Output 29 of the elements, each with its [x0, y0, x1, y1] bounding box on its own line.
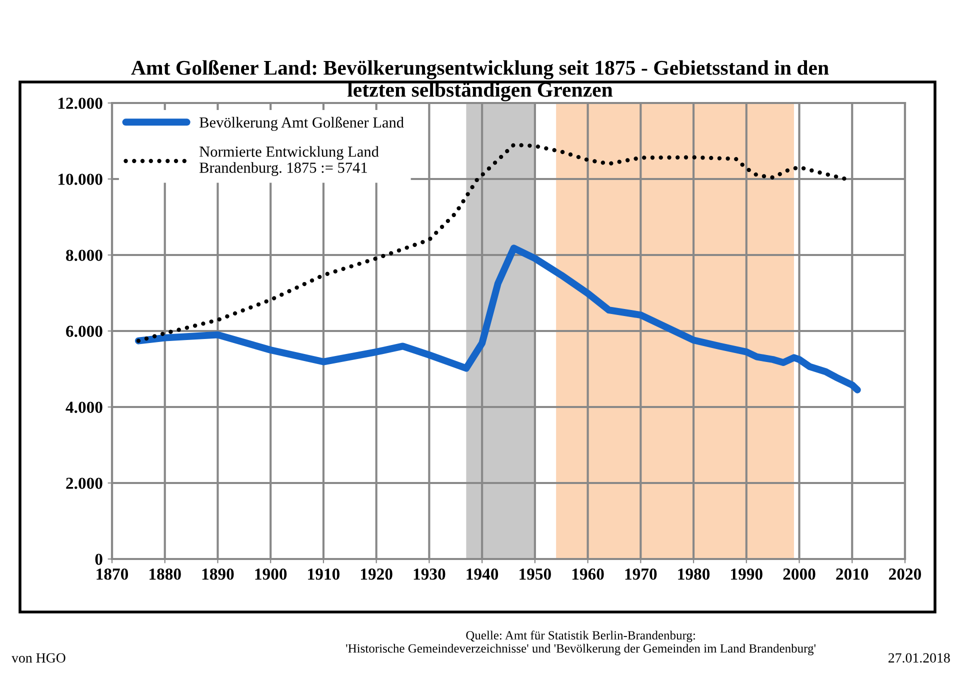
x-tick-label: 2010 [836, 568, 868, 580]
text: von HGO [12, 653, 66, 663]
x-tick-label: 1980 [678, 568, 710, 580]
legend-label: Bevölkerung Amt Golßener Land [200, 116, 404, 131]
x-tick-label: 1990 [731, 568, 762, 580]
x-tick-label: 1950 [520, 568, 551, 580]
x-tick-label: 1890 [202, 568, 234, 580]
x-tick-label: 1930 [414, 568, 446, 580]
y-tick-label: 6.000 [66, 326, 102, 338]
text: 27.01.2018 [888, 653, 950, 663]
x-tick-label: 1920 [361, 568, 392, 580]
x-tick-label: 2000 [783, 568, 816, 580]
x-tick-label: 1940 [466, 568, 498, 580]
chart-title: Amt Golßener Land: Bevölkerungsentwicklung seit 1875 - Gebietsstand in den letzten selbständigen Grenzen [131, 60, 829, 102]
y-tick-label: 2.000 [66, 478, 102, 490]
source-note: Quelle: Amt für Statistik Berlin-Brandenburg: 'Historische Gemeindeverzeichnisse' und 'Bevölkerung der Gemeinden im Land Brandenburg' [346, 630, 816, 656]
x-tick-label: 1870 [96, 568, 128, 580]
x-tick-label: 2020 [889, 568, 922, 580]
y-tick-label: 0 [95, 554, 102, 565]
x-tick-label: 1900 [255, 568, 287, 580]
legend-label: Normierte Entwicklung Land Brandenburg. 1875 := 5741 [200, 146, 379, 176]
x-tick-label: 1970 [625, 568, 657, 580]
x-tick-label: 1880 [150, 568, 181, 580]
y-tick-label: 8.000 [66, 250, 102, 262]
y-tick-label: 4.000 [66, 402, 102, 414]
x-tick-label: 1910 [308, 568, 340, 580]
x-tick-label: 1960 [572, 568, 604, 580]
y-tick-label: 12.000 [58, 98, 102, 110]
y-tick-label: 10.000 [58, 174, 102, 186]
